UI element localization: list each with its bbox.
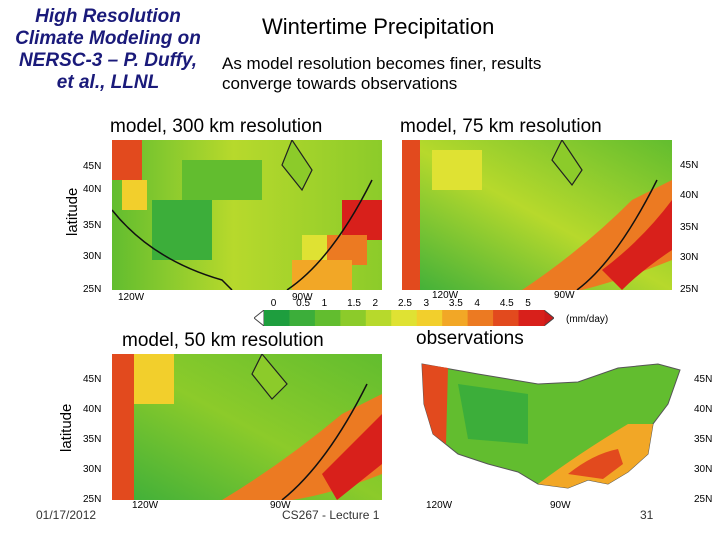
map-75km <box>402 140 672 290</box>
colorbar-segment <box>365 310 392 326</box>
lat-tick-p3-25n: 25N <box>83 494 102 505</box>
lat-tick-p4-25n: 25N <box>694 494 713 505</box>
lon-tick-p2-90w: 90W <box>554 290 575 301</box>
lon-tick-p3-90w: 90W <box>270 500 291 511</box>
subtitle-line-1: As model resolution becomes finer, resul… <box>222 54 542 73</box>
colorbar-right-arrow <box>543 308 555 328</box>
colorbar-tick-label: 0.5 <box>296 298 311 309</box>
lon-tick-p1-120w: 120W <box>118 292 145 303</box>
colorbar-tick-label: 4 <box>474 298 480 309</box>
colorbar-segment <box>264 310 290 326</box>
colorbar-tick-label: 5 <box>525 298 531 309</box>
lat-tick-p1-30n: 30N <box>83 251 102 262</box>
lat-tick-p3-45n: 45N <box>83 374 102 385</box>
footer-page: 31 <box>640 508 654 522</box>
lat-tick-p2-45n: 45N <box>680 160 699 171</box>
lat-tick-p2-40n: 40N <box>680 190 699 201</box>
lon-tick-p2-120w: 120W <box>432 290 459 301</box>
footer-lecture: CS267 - Lecture 1 <box>282 508 380 522</box>
colorbar-segment <box>289 310 316 326</box>
side-title-line-4: et al., LLNL <box>56 72 160 93</box>
lat-tick-p3-40n: 40N <box>83 404 102 415</box>
colorbar-tick-label: 3.5 <box>448 298 463 309</box>
colorbar-segment <box>467 310 494 326</box>
lat-tick-p1-25n: 25N <box>83 284 102 295</box>
map-50km <box>112 354 382 500</box>
side-title-line-1: High Resolution <box>35 6 181 27</box>
lat-tick-p1-40n: 40N <box>83 184 102 195</box>
lat-tick-p3-35n: 35N <box>83 434 102 445</box>
lat-tick-p4-35n: 35N <box>694 434 713 445</box>
colorbar-tick-label: 2.5 <box>398 298 412 309</box>
side-title-line-3: NERSC-3 – P. Duffy, <box>18 50 198 71</box>
panel-title-observations: observations <box>416 328 524 349</box>
colorbar-tick-label: 1 <box>321 298 328 309</box>
colorbar-left-arrow <box>253 308 265 328</box>
subtitle-line-2: converge towards observations <box>222 74 458 93</box>
colorbar-tick-label: 3 <box>423 298 430 309</box>
side-title: High Resolution Climate Modeling on NERS… <box>4 6 212 94</box>
colorbar-unit: (mm/day) <box>566 314 609 325</box>
colorbar-segment <box>391 310 418 326</box>
colorbar-tick-label: 2 <box>372 298 379 309</box>
side-title-line-2: Climate Modeling on <box>15 28 201 49</box>
lat-tick-p2-30n: 30N <box>680 252 699 263</box>
lat-tick-p4-30n: 30N <box>694 464 713 475</box>
colorbar <box>253 308 555 328</box>
panel-title-300km: model, 300 km resolution <box>110 116 323 137</box>
colorbar-tick-label: 4.5 <box>499 298 514 309</box>
ylabel-bottom: latitude <box>58 403 75 452</box>
colorbar-segment <box>340 310 367 326</box>
footer-date: 01/17/2012 <box>36 508 97 522</box>
lat-tick-p2-35n: 35N <box>680 222 699 233</box>
ylabel-top: latitude <box>64 187 81 236</box>
panel-title-50km: model, 50 km resolution <box>122 330 324 351</box>
lon-tick-p3-120w: 120W <box>132 500 159 511</box>
slide-title: Wintertime Precipitation <box>262 14 495 39</box>
map-300km <box>112 140 382 290</box>
lon-tick-p4-120w: 120W <box>426 500 453 511</box>
lon-tick-p4-90w: 90W <box>550 500 571 511</box>
colorbar-tick-label: 0 <box>270 298 277 309</box>
lat-tick-p2-25n: 25N <box>680 284 699 295</box>
colorbar-tick-label: 1.5 <box>347 298 361 309</box>
lat-tick-p1-35n: 35N <box>83 220 102 231</box>
lon-tick-p1-90w: 90W <box>292 292 313 303</box>
lat-tick-p4-40n: 40N <box>694 404 713 415</box>
colorbar-segment <box>442 310 469 326</box>
colorbar-segment <box>518 310 545 326</box>
colorbar-segment <box>314 310 341 326</box>
slide-subtitle: As model resolution becomes finer, resul… <box>222 54 541 94</box>
lat-tick-p3-30n: 30N <box>83 464 102 475</box>
colorbar-segment <box>416 310 443 326</box>
lat-tick-p4-45n: 45N <box>694 374 713 385</box>
map-observations <box>418 354 686 498</box>
lat-tick-p1-45n: 45N <box>83 161 102 172</box>
colorbar-segment <box>493 310 520 326</box>
panel-title-75km: model, 75 km resolution <box>400 116 602 137</box>
